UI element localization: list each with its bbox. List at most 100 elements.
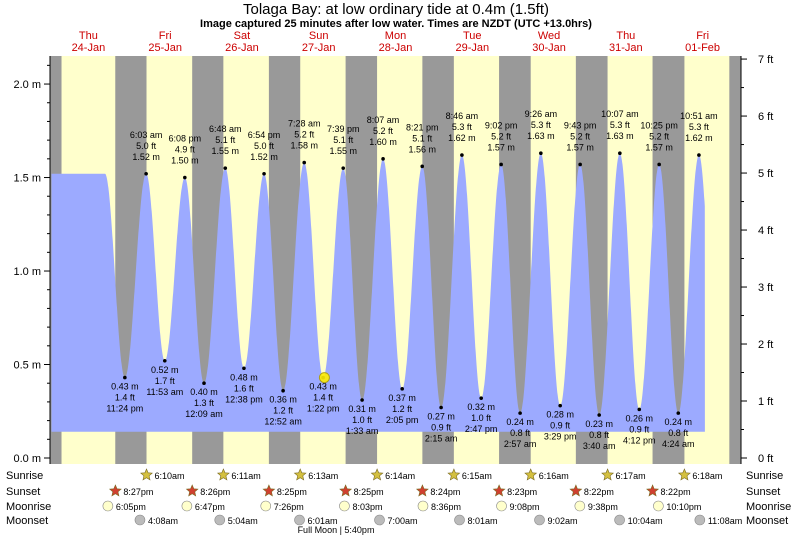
right-tick-label: 4 ft [758, 225, 773, 237]
tide-point [499, 162, 503, 167]
sunset-star-icon [339, 484, 353, 497]
sunrise-star-icon [677, 468, 691, 481]
tide-time-label: 6:48 am [209, 124, 242, 134]
tide-feet-label: 5.3 ft [689, 122, 710, 132]
tide-feet-label: 4.9 ft [175, 145, 196, 155]
sunset-star-icon [492, 484, 506, 497]
tide-feet-label: 5.0 ft [254, 141, 275, 151]
sunrise-star-icon [370, 468, 384, 481]
moonset-time-label: 11:08am [708, 516, 742, 526]
moonset-row-label-right: Moonset [746, 515, 788, 527]
sunset-star-icon [108, 484, 122, 497]
tide-feet-label: 5.3 ft [452, 122, 473, 132]
tide-metres-label: 0.24 m [506, 417, 534, 427]
sunset-star-icon [415, 484, 429, 497]
tide-feet-label: 0.9 ft [550, 421, 571, 431]
sunrise-time-label: 6:18am [692, 471, 722, 481]
tide-point [479, 396, 483, 400]
moonrise-moon-icon [417, 500, 429, 512]
sunset-star-icon [185, 484, 199, 497]
tide-feet-label: 1.6 ft [234, 383, 255, 393]
left-tick-label: 0.5 m [13, 360, 41, 372]
tide-time-label: 1:33 am [346, 426, 379, 436]
sunrise-time-label: 6:11am [231, 471, 260, 481]
tide-metres-label: 1.58 m [290, 141, 318, 151]
sunset-time-label: 8:27pm [123, 487, 153, 497]
tide-feet-label: 1.2 ft [273, 406, 294, 416]
tide-metres-label: 0.43 m [309, 382, 337, 392]
moonset-moon-icon [694, 514, 706, 526]
tide-time-label: 9:43 pm [564, 120, 597, 130]
moonrise-moon-icon [181, 500, 193, 512]
tide-feet-label: 0.8 ft [589, 430, 610, 440]
sunset-row-label-right: Sunset [746, 486, 780, 498]
tide-feet-label: 1.4 ft [115, 393, 136, 403]
left-tick-label: 1.5 m [13, 173, 41, 185]
moonset-moon-icon [614, 514, 625, 526]
tide-time-label: 2:05 pm [386, 415, 419, 425]
tide-feet-label: 5.3 ft [610, 120, 631, 130]
tide-point [123, 375, 127, 380]
sunrise-star-icon [447, 468, 461, 481]
tide-point [144, 171, 148, 176]
almanac-table: Sunrise Sunrise 6:10am 6:11am 6:13am 6:14am 6:… [6, 468, 791, 527]
right-tick-label: 7 ft [758, 54, 773, 66]
tide-time-label: 2:15 am [425, 434, 458, 444]
sunset-time-label: 8:22pm [584, 487, 614, 497]
left-tick-label: 1.0 m [13, 266, 41, 278]
tide-feet-label: 5.2 ft [373, 126, 394, 136]
tide-point [281, 388, 285, 393]
day-date-label: 28-Jan [379, 42, 413, 54]
moonrise-time-label: 8:36pm [431, 502, 461, 512]
day-date-label: 25-Jan [148, 42, 182, 54]
tide-metres-label: 0.52 m [151, 365, 179, 375]
sunrise-row-label-left: Sunrise [6, 470, 43, 482]
moonrise-moon-icon [653, 500, 664, 512]
sunset-time-label: 8:25pm [277, 487, 307, 497]
day-date-label: 29-Jan [455, 42, 489, 54]
tide-metres-label: 1.55 m [212, 146, 240, 156]
left-tick-label: 2.0 m [13, 79, 41, 91]
sunrise-star-icon [216, 468, 230, 481]
tide-feet-label: 5.3 ft [531, 120, 552, 130]
tide-time-label: 6:08 pm [169, 134, 202, 144]
moonrise-row-label-left: Moonrise [6, 501, 51, 513]
tide-feet-label: 1.4 ft [313, 393, 334, 403]
tide-point [202, 381, 206, 386]
tide-time-label: 11:53 am [146, 387, 183, 397]
moonset-row-label-left: Moonset [6, 515, 48, 527]
tide-time-label: 4:12 pm [623, 435, 656, 445]
left-tick-label: 0.0 m [13, 453, 41, 465]
moonrise-time-label: 9:08pm [510, 502, 540, 512]
tide-point [657, 162, 661, 167]
tide-point [618, 151, 622, 156]
sunrise-time-label: 6:10am [155, 471, 185, 481]
sunrise-star-icon [524, 468, 538, 481]
sunset-time-label: 8:23pm [507, 487, 537, 497]
chart-title: Tolaga Bay: at low ordinary tide at 0.4m… [243, 1, 549, 18]
tide-metres-label: 0.48 m [230, 372, 258, 382]
day-date-label: 26-Jan [225, 42, 259, 54]
tide-point [400, 387, 404, 391]
moonrise-time-label: 9:38pm [588, 502, 618, 512]
tide-time-label: 4:24 am [662, 439, 695, 449]
tide-metres-label: 1.52 m [132, 152, 160, 162]
tide-time-label: 8:07 am [367, 115, 400, 125]
tide-point [558, 403, 562, 408]
tide-metres-label: 1.56 m [408, 144, 436, 154]
sunset-row-label-left: Sunset [6, 486, 40, 498]
sunrise-star-icon [140, 468, 153, 481]
tide-time-label: 11:24 pm [106, 404, 143, 414]
tide-feet-label: 0.9 ft [629, 424, 650, 434]
sunset-star-icon [569, 484, 583, 497]
moonrise-moon-icon [260, 500, 272, 512]
tide-feet-label: 0.9 ft [431, 423, 452, 433]
tide-curve [51, 153, 705, 432]
moon-phase-note: Full Moon | 5:40pm [298, 525, 375, 535]
moonset-moon-icon [454, 514, 465, 526]
day-date-label: 01-Feb [685, 42, 720, 54]
sunrise-star-icon [293, 468, 307, 481]
tide-metres-label: 0.26 m [626, 413, 654, 423]
